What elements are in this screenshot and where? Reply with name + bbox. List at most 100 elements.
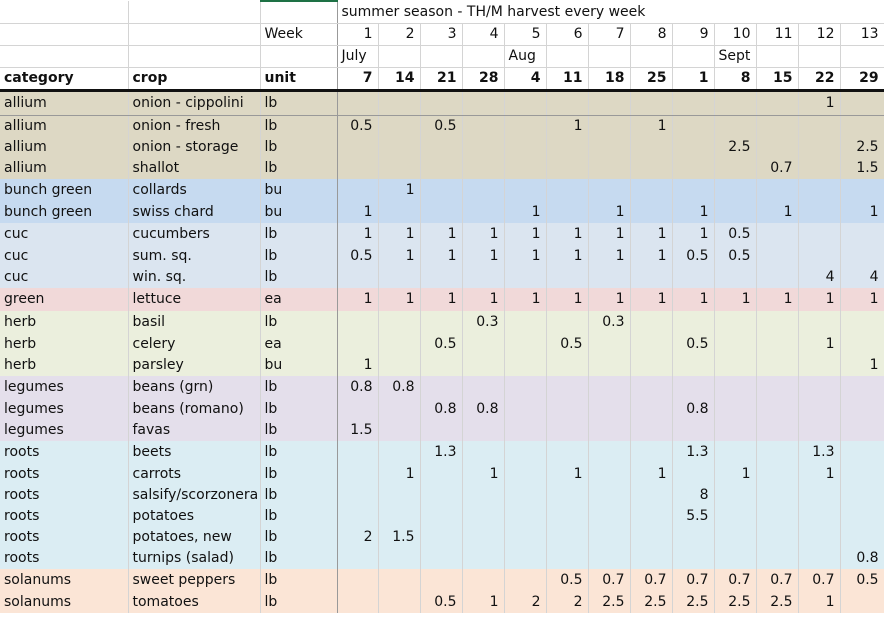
value-cell[interactable] — [420, 506, 463, 527]
unit-cell[interactable]: lb — [260, 548, 338, 569]
unit-cell[interactable]: ea — [260, 288, 338, 311]
category-cell[interactable]: solanums — [0, 569, 129, 592]
week-number[interactable]: 5 — [504, 23, 547, 46]
value-cell[interactable] — [462, 485, 505, 506]
value-cell[interactable] — [337, 90, 379, 116]
value-cell[interactable] — [546, 90, 589, 116]
value-cell[interactable] — [337, 334, 379, 355]
value-cell[interactable]: 0.7 — [588, 569, 631, 592]
month-label[interactable] — [630, 45, 673, 68]
value-cell[interactable] — [462, 569, 505, 592]
value-cell[interactable] — [798, 311, 841, 334]
unit-cell[interactable]: lb — [260, 137, 338, 158]
value-cell[interactable]: 1 — [504, 288, 547, 311]
value-cell[interactable] — [420, 569, 463, 592]
sheet-title[interactable]: summer season - TH/M harvest every week — [337, 1, 884, 24]
value-cell[interactable]: 1 — [546, 464, 589, 485]
value-cell[interactable]: 1 — [630, 288, 673, 311]
value-cell[interactable] — [756, 464, 799, 485]
value-cell[interactable]: 0.3 — [462, 311, 505, 334]
unit-cell[interactable]: bu — [260, 355, 338, 376]
value-cell[interactable] — [420, 527, 463, 548]
value-cell[interactable] — [420, 548, 463, 569]
crop-cell[interactable]: sum. sq. — [128, 246, 261, 267]
value-cell[interactable] — [672, 311, 715, 334]
value-cell[interactable] — [420, 376, 463, 399]
value-cell[interactable] — [337, 506, 379, 527]
value-cell[interactable] — [378, 399, 421, 420]
value-cell[interactable] — [420, 485, 463, 506]
value-cell[interactable] — [798, 137, 841, 158]
value-cell[interactable]: 1.3 — [798, 441, 841, 464]
value-cell[interactable]: 1 — [798, 592, 841, 613]
crop-cell[interactable]: lettuce — [128, 288, 261, 311]
value-cell[interactable] — [588, 137, 631, 158]
value-cell[interactable] — [630, 548, 673, 569]
category-cell[interactable]: bunch green — [0, 202, 129, 223]
value-cell[interactable] — [588, 376, 631, 399]
value-cell[interactable] — [337, 311, 379, 334]
value-cell[interactable] — [546, 179, 589, 202]
unit-cell[interactable]: lb — [260, 527, 338, 548]
value-cell[interactable] — [588, 179, 631, 202]
value-cell[interactable] — [588, 334, 631, 355]
value-cell[interactable]: 1 — [504, 246, 547, 267]
value-cell[interactable] — [462, 334, 505, 355]
value-cell[interactable] — [756, 115, 799, 137]
value-cell[interactable] — [672, 355, 715, 376]
value-cell[interactable]: 1 — [588, 246, 631, 267]
value-cell[interactable] — [504, 569, 547, 592]
category-cell[interactable]: legumes — [0, 420, 129, 441]
value-cell[interactable]: 0.7 — [714, 569, 757, 592]
value-cell[interactable] — [672, 420, 715, 441]
value-cell[interactable]: 8 — [672, 485, 715, 506]
crop-cell[interactable]: beets — [128, 441, 261, 464]
value-cell[interactable]: 1 — [756, 202, 799, 223]
value-cell[interactable] — [714, 485, 757, 506]
value-cell[interactable] — [714, 202, 757, 223]
value-cell[interactable]: 0.7 — [798, 569, 841, 592]
week-number[interactable]: 9 — [672, 23, 715, 46]
day-number[interactable]: 25 — [630, 67, 673, 92]
crop-cell[interactable]: sweet peppers — [128, 569, 261, 592]
value-cell[interactable]: 1 — [630, 115, 673, 137]
value-cell[interactable]: 1 — [504, 202, 547, 223]
selected-cell[interactable] — [260, 0, 338, 24]
value-cell[interactable]: 1 — [378, 179, 421, 202]
value-cell[interactable] — [798, 223, 841, 246]
unit-cell[interactable]: lb — [260, 506, 338, 527]
value-cell[interactable] — [378, 90, 421, 116]
value-cell[interactable] — [630, 441, 673, 464]
value-cell[interactable] — [337, 485, 379, 506]
value-cell[interactable]: 1 — [756, 288, 799, 311]
cell[interactable] — [0, 1, 129, 24]
unit-cell[interactable]: bu — [260, 179, 338, 202]
value-cell[interactable]: 1 — [462, 288, 505, 311]
value-cell[interactable]: 1 — [337, 355, 379, 376]
unit-cell[interactable]: bu — [260, 202, 338, 223]
value-cell[interactable] — [337, 569, 379, 592]
crop-cell[interactable]: beans (grn) — [128, 376, 261, 399]
value-cell[interactable]: 1 — [840, 288, 884, 311]
value-cell[interactable] — [714, 376, 757, 399]
day-number[interactable]: 1 — [672, 67, 715, 92]
value-cell[interactable] — [630, 420, 673, 441]
value-cell[interactable] — [798, 179, 841, 202]
crop-cell[interactable]: onion - cippolini — [128, 90, 261, 116]
value-cell[interactable] — [378, 115, 421, 137]
value-cell[interactable] — [840, 334, 884, 355]
value-cell[interactable]: 1 — [420, 246, 463, 267]
value-cell[interactable] — [546, 527, 589, 548]
value-cell[interactable] — [504, 527, 547, 548]
value-cell[interactable] — [714, 90, 757, 116]
crop-cell[interactable]: swiss chard — [128, 202, 261, 223]
value-cell[interactable]: 0.5 — [714, 246, 757, 267]
value-cell[interactable]: 1 — [630, 246, 673, 267]
value-cell[interactable] — [504, 464, 547, 485]
value-cell[interactable] — [504, 376, 547, 399]
value-cell[interactable]: 1 — [798, 288, 841, 311]
category-cell[interactable]: allium — [0, 90, 129, 116]
value-cell[interactable]: 0.5 — [546, 569, 589, 592]
value-cell[interactable] — [798, 376, 841, 399]
day-number[interactable]: 21 — [420, 67, 463, 92]
